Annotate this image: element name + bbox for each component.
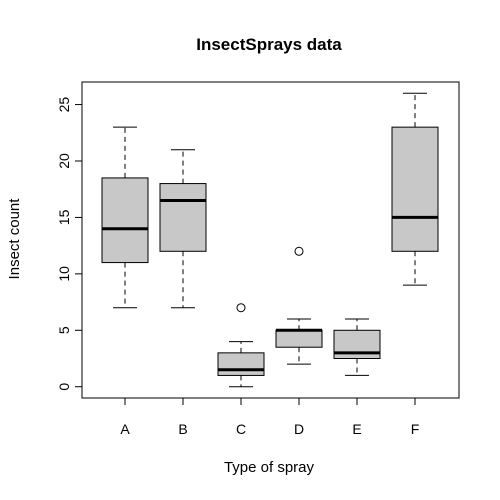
chart-title: InsectSprays data: [196, 35, 342, 54]
box: [391, 126, 439, 252]
y-tick-label: 20: [56, 153, 72, 169]
box-series: [101, 92, 439, 388]
y-tick-label: 15: [56, 209, 72, 225]
x-tick-label: D: [294, 421, 304, 437]
y-axis: 0 5 10 15 20 25: [56, 97, 82, 391]
x-tick-label: E: [352, 421, 361, 437]
box: [159, 183, 207, 252]
box-group-c: [217, 303, 265, 388]
x-axis: A B C D E F: [120, 398, 419, 437]
outlier-point: [236, 303, 246, 313]
box: [101, 177, 149, 264]
x-tick-label: B: [178, 421, 187, 437]
x-tick-label: F: [411, 421, 420, 437]
box-group-b: [159, 149, 207, 309]
y-tick-label: 25: [56, 97, 72, 113]
y-axis-label: Insect count: [6, 198, 23, 280]
y-tick-label: 0: [56, 383, 72, 391]
plot-frame: [81, 81, 460, 399]
x-tick-label: C: [236, 421, 246, 437]
x-axis-label: Type of spray: [224, 459, 315, 476]
y-tick-label: 10: [56, 266, 72, 282]
box: [275, 329, 323, 348]
box-group-d: [275, 246, 323, 365]
box-group-e: [333, 318, 381, 376]
box-group-f: [391, 92, 439, 286]
x-tick-label: A: [120, 421, 130, 437]
outlier-point: [294, 246, 304, 256]
y-tick-label: 5: [56, 326, 72, 334]
box: [217, 352, 265, 376]
box-group-a: [101, 126, 149, 309]
